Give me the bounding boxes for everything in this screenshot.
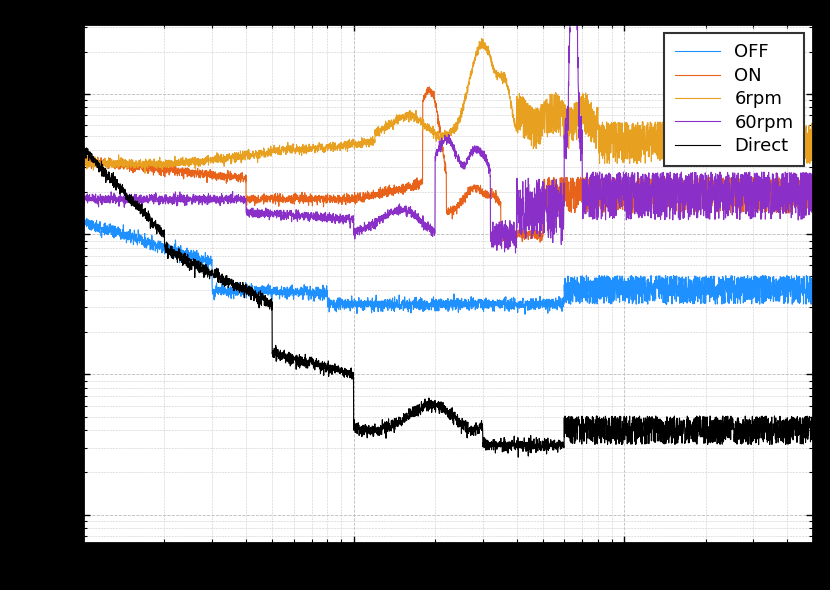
- 60rpm: [391, 208, 401, 215]
- Direct: [391, 421, 401, 428]
- Direct: [808, 438, 818, 445]
- ON: [385, 189, 395, 196]
- ON: [391, 184, 401, 191]
- 6rpm: [425, 125, 435, 132]
- 6rpm: [140, 170, 150, 177]
- ON: [424, 83, 434, 90]
- Direct: [78, 148, 88, 155]
- OFF: [786, 286, 796, 293]
- 6rpm: [750, 140, 760, 148]
- Direct: [425, 401, 435, 408]
- 6rpm: [391, 116, 401, 123]
- Direct: [750, 432, 760, 439]
- Line: OFF: OFF: [83, 218, 813, 314]
- OFF: [750, 289, 760, 296]
- Direct: [786, 426, 796, 433]
- 6rpm: [808, 158, 818, 165]
- OFF: [609, 284, 619, 291]
- Direct: [79, 141, 89, 148]
- Legend: OFF, ON, 6rpm, 60rpm, Direct: OFF, ON, 6rpm, 60rpm, Direct: [664, 32, 804, 166]
- OFF: [385, 302, 395, 309]
- 60rpm: [425, 228, 435, 235]
- ON: [609, 180, 619, 187]
- Direct: [609, 415, 619, 422]
- 60rpm: [385, 206, 395, 214]
- 60rpm: [78, 198, 88, 205]
- ON: [808, 192, 818, 199]
- OFF: [81, 215, 91, 222]
- OFF: [520, 311, 530, 318]
- Line: ON: ON: [83, 87, 813, 242]
- OFF: [808, 274, 818, 281]
- ON: [786, 209, 796, 216]
- 6rpm: [78, 164, 88, 171]
- Line: 60rpm: 60rpm: [83, 0, 813, 253]
- OFF: [425, 302, 435, 309]
- ON: [425, 89, 435, 96]
- 60rpm: [750, 192, 760, 199]
- Line: Direct: Direct: [83, 145, 813, 457]
- 6rpm: [786, 149, 796, 156]
- ON: [535, 238, 545, 245]
- Line: 6rpm: 6rpm: [83, 38, 813, 173]
- 6rpm: [609, 123, 619, 130]
- 6rpm: [385, 123, 395, 130]
- ON: [78, 161, 88, 168]
- ON: [750, 185, 760, 192]
- OFF: [391, 301, 401, 308]
- Direct: [513, 454, 523, 461]
- 60rpm: [609, 174, 619, 181]
- 60rpm: [786, 214, 796, 221]
- Direct: [385, 425, 395, 432]
- 6rpm: [476, 35, 486, 42]
- OFF: [78, 224, 88, 231]
- 60rpm: [808, 177, 818, 184]
- 60rpm: [510, 250, 520, 257]
